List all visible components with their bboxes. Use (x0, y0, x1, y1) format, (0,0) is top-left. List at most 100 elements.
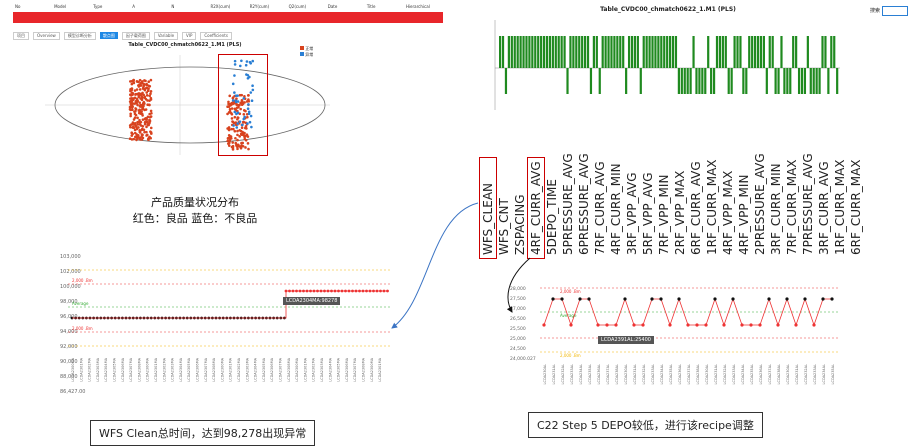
toolbar-item-2[interactable]: 模型诊断分析 (63, 31, 96, 40)
good-point (138, 130, 142, 134)
right-x-tick: LCDA235AL (588, 364, 592, 384)
good-point (145, 130, 148, 134)
coef-bar (812, 68, 815, 94)
left-tooltip: LCDA2304MA:98278 (283, 297, 341, 305)
good-point (130, 87, 134, 90)
column-header-7[interactable]: Q2(cum) (288, 4, 307, 9)
bad-point (236, 122, 240, 125)
variable-label: 4RF_VPP_MAX (721, 170, 735, 255)
good-point (144, 79, 147, 83)
right-x-tick: LCDA232AL (723, 364, 727, 384)
variable-label: 5DEPO_TIME (545, 179, 559, 255)
good-point (147, 103, 151, 107)
bad-point (233, 59, 237, 63)
right-x-tick: LCDA231AL (714, 364, 718, 384)
toolbar-item-0[interactable]: 项目 (13, 31, 29, 40)
good-point (231, 101, 234, 105)
right-point (830, 297, 834, 301)
good-point (238, 145, 241, 148)
good-point (228, 135, 232, 138)
good-point (129, 112, 132, 116)
coef-bar (762, 36, 765, 68)
good-point (148, 99, 151, 102)
column-header-9[interactable]: Title (366, 4, 376, 9)
good-point (149, 78, 153, 82)
search-input[interactable] (882, 6, 908, 16)
good-point (136, 116, 139, 120)
coef-bar (531, 36, 534, 68)
coef-bar (660, 36, 663, 68)
good-point (239, 107, 242, 111)
left-x-tick: LCDA2300MA (71, 357, 75, 381)
good-point (133, 122, 137, 125)
coef-bar (619, 36, 622, 68)
good-point (132, 126, 136, 130)
right-point (731, 297, 735, 301)
right-point (785, 297, 789, 301)
column-header-3[interactable]: A (132, 4, 136, 9)
column-header-1[interactable]: Model (54, 4, 67, 9)
good-point (130, 105, 134, 109)
column-header-5[interactable]: R2X(cum) (210, 4, 231, 9)
coef-bar (683, 68, 686, 94)
toolbar-item-4[interactable]: 因子载荷图 (121, 31, 150, 40)
bad-point (234, 94, 238, 97)
column-header-10[interactable]: Hierarchical (405, 4, 430, 9)
coef-bar (800, 68, 804, 94)
selected-table-row[interactable] (13, 12, 443, 23)
good-point (236, 133, 239, 137)
bad-point (246, 73, 250, 77)
good-point (236, 116, 240, 119)
left-x-tick: LCDA2304MA (104, 357, 108, 381)
wfs-clean-trend-chart: 103,000102,000100,00098,00096,00094,0009… (60, 254, 390, 395)
left-x-tick: LCDA2303MA (245, 357, 249, 381)
toolbar-item-7[interactable]: Coefficients (200, 31, 232, 40)
bad-point (242, 117, 246, 121)
left-x-tick: LCDA2308MA (287, 357, 291, 381)
coef-bar (806, 36, 809, 68)
right-x-tick: LCDA237AL (768, 364, 772, 384)
right-y-tick: 27,000 (510, 306, 526, 312)
good-point (149, 132, 153, 135)
toolbar-item-3[interactable]: 散点图 (99, 32, 118, 39)
good-point (147, 84, 150, 87)
column-header-0[interactable]: No (15, 4, 21, 9)
good-point (149, 126, 153, 130)
good-point (244, 109, 247, 113)
toolbar-item-6[interactable]: VIP (182, 31, 197, 40)
coef-bar (786, 68, 789, 94)
coef-bar (666, 36, 669, 68)
good-point (233, 107, 237, 111)
left-x-tick: LCDA2301MA (229, 357, 233, 381)
coefficient-bar-chart (494, 20, 840, 110)
good-point (138, 78, 142, 82)
bad-point (240, 59, 243, 63)
good-point (141, 106, 145, 110)
column-header-4[interactable]: N (171, 4, 175, 9)
bad-point (248, 60, 252, 64)
good-point (226, 139, 230, 143)
coef-bar (789, 68, 792, 94)
right-point (560, 297, 564, 301)
coef-bar (554, 36, 557, 68)
right-x-tick: LCDA238AL (615, 364, 619, 384)
left-series-line (72, 290, 388, 319)
left-lower-label: 2,000 .Bm (72, 326, 93, 331)
good-point (236, 147, 239, 151)
column-header-8[interactable]: Date (327, 4, 338, 9)
left-y-tick: 96,000 (60, 314, 78, 320)
toolbar-item-5[interactable]: Variable (153, 31, 179, 40)
bad-point (247, 112, 251, 116)
coef-bar (537, 36, 540, 68)
results-table-header: No Model Type A N R2X(cum) R2Y(cum) Q2(cum) Date… (13, 2, 443, 12)
coef-bar (510, 36, 513, 68)
toolbar-item-1[interactable]: Overview (33, 31, 60, 40)
good-point (245, 127, 248, 130)
coef-bar (707, 36, 710, 68)
good-point (226, 105, 229, 108)
good-point (242, 134, 246, 137)
column-header-6[interactable]: R2Y(cum) (249, 4, 270, 9)
column-header-2[interactable]: Type (93, 4, 103, 9)
good-point (138, 101, 141, 104)
right-x-tick: LCDA235AL (669, 364, 673, 384)
